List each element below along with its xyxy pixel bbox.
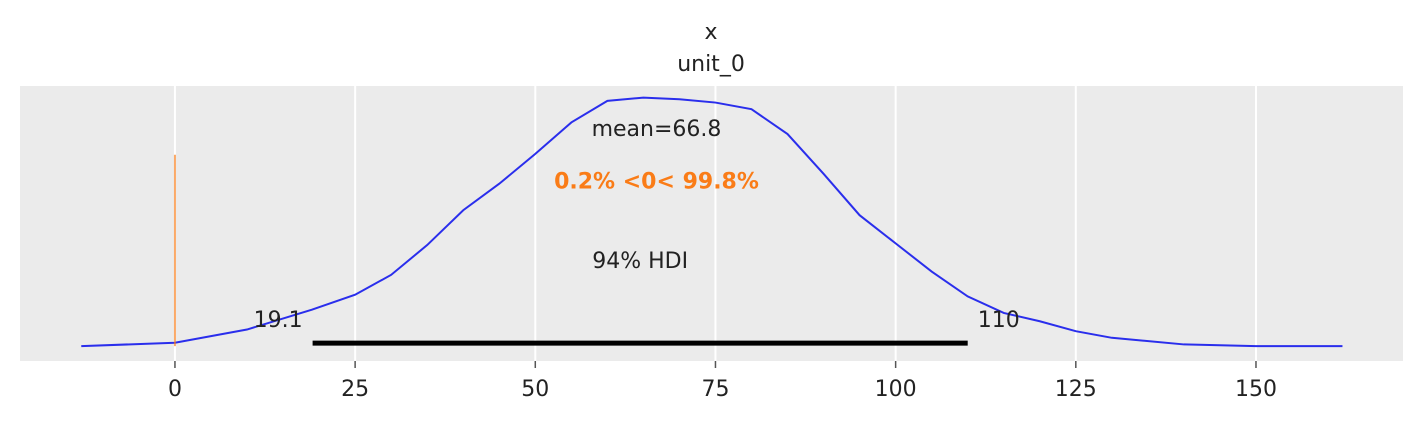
mean-label: mean=66.8 <box>592 117 722 142</box>
hdi-high-label: 110 <box>978 308 1020 333</box>
chart-title: x <box>704 20 717 45</box>
hdi-low-label: 19.1 <box>254 308 303 333</box>
x-tick-label: 100 <box>875 377 917 402</box>
reference-label: 0.2% <0< 99.8% <box>554 169 759 194</box>
hdi-label: 94% HDI <box>592 249 688 274</box>
x-tick-label: 0 <box>168 377 182 402</box>
x-tick-label: 50 <box>521 377 549 402</box>
x-tick-label: 150 <box>1235 377 1277 402</box>
x-tick-label: 25 <box>341 377 369 402</box>
x-tick-label: 125 <box>1055 377 1097 402</box>
plot-background <box>20 86 1403 361</box>
chart-subtitle: unit_0 <box>677 52 745 77</box>
x-tick-label: 75 <box>701 377 729 402</box>
density-line <box>81 96 1343 348</box>
grid <box>173 86 1257 361</box>
